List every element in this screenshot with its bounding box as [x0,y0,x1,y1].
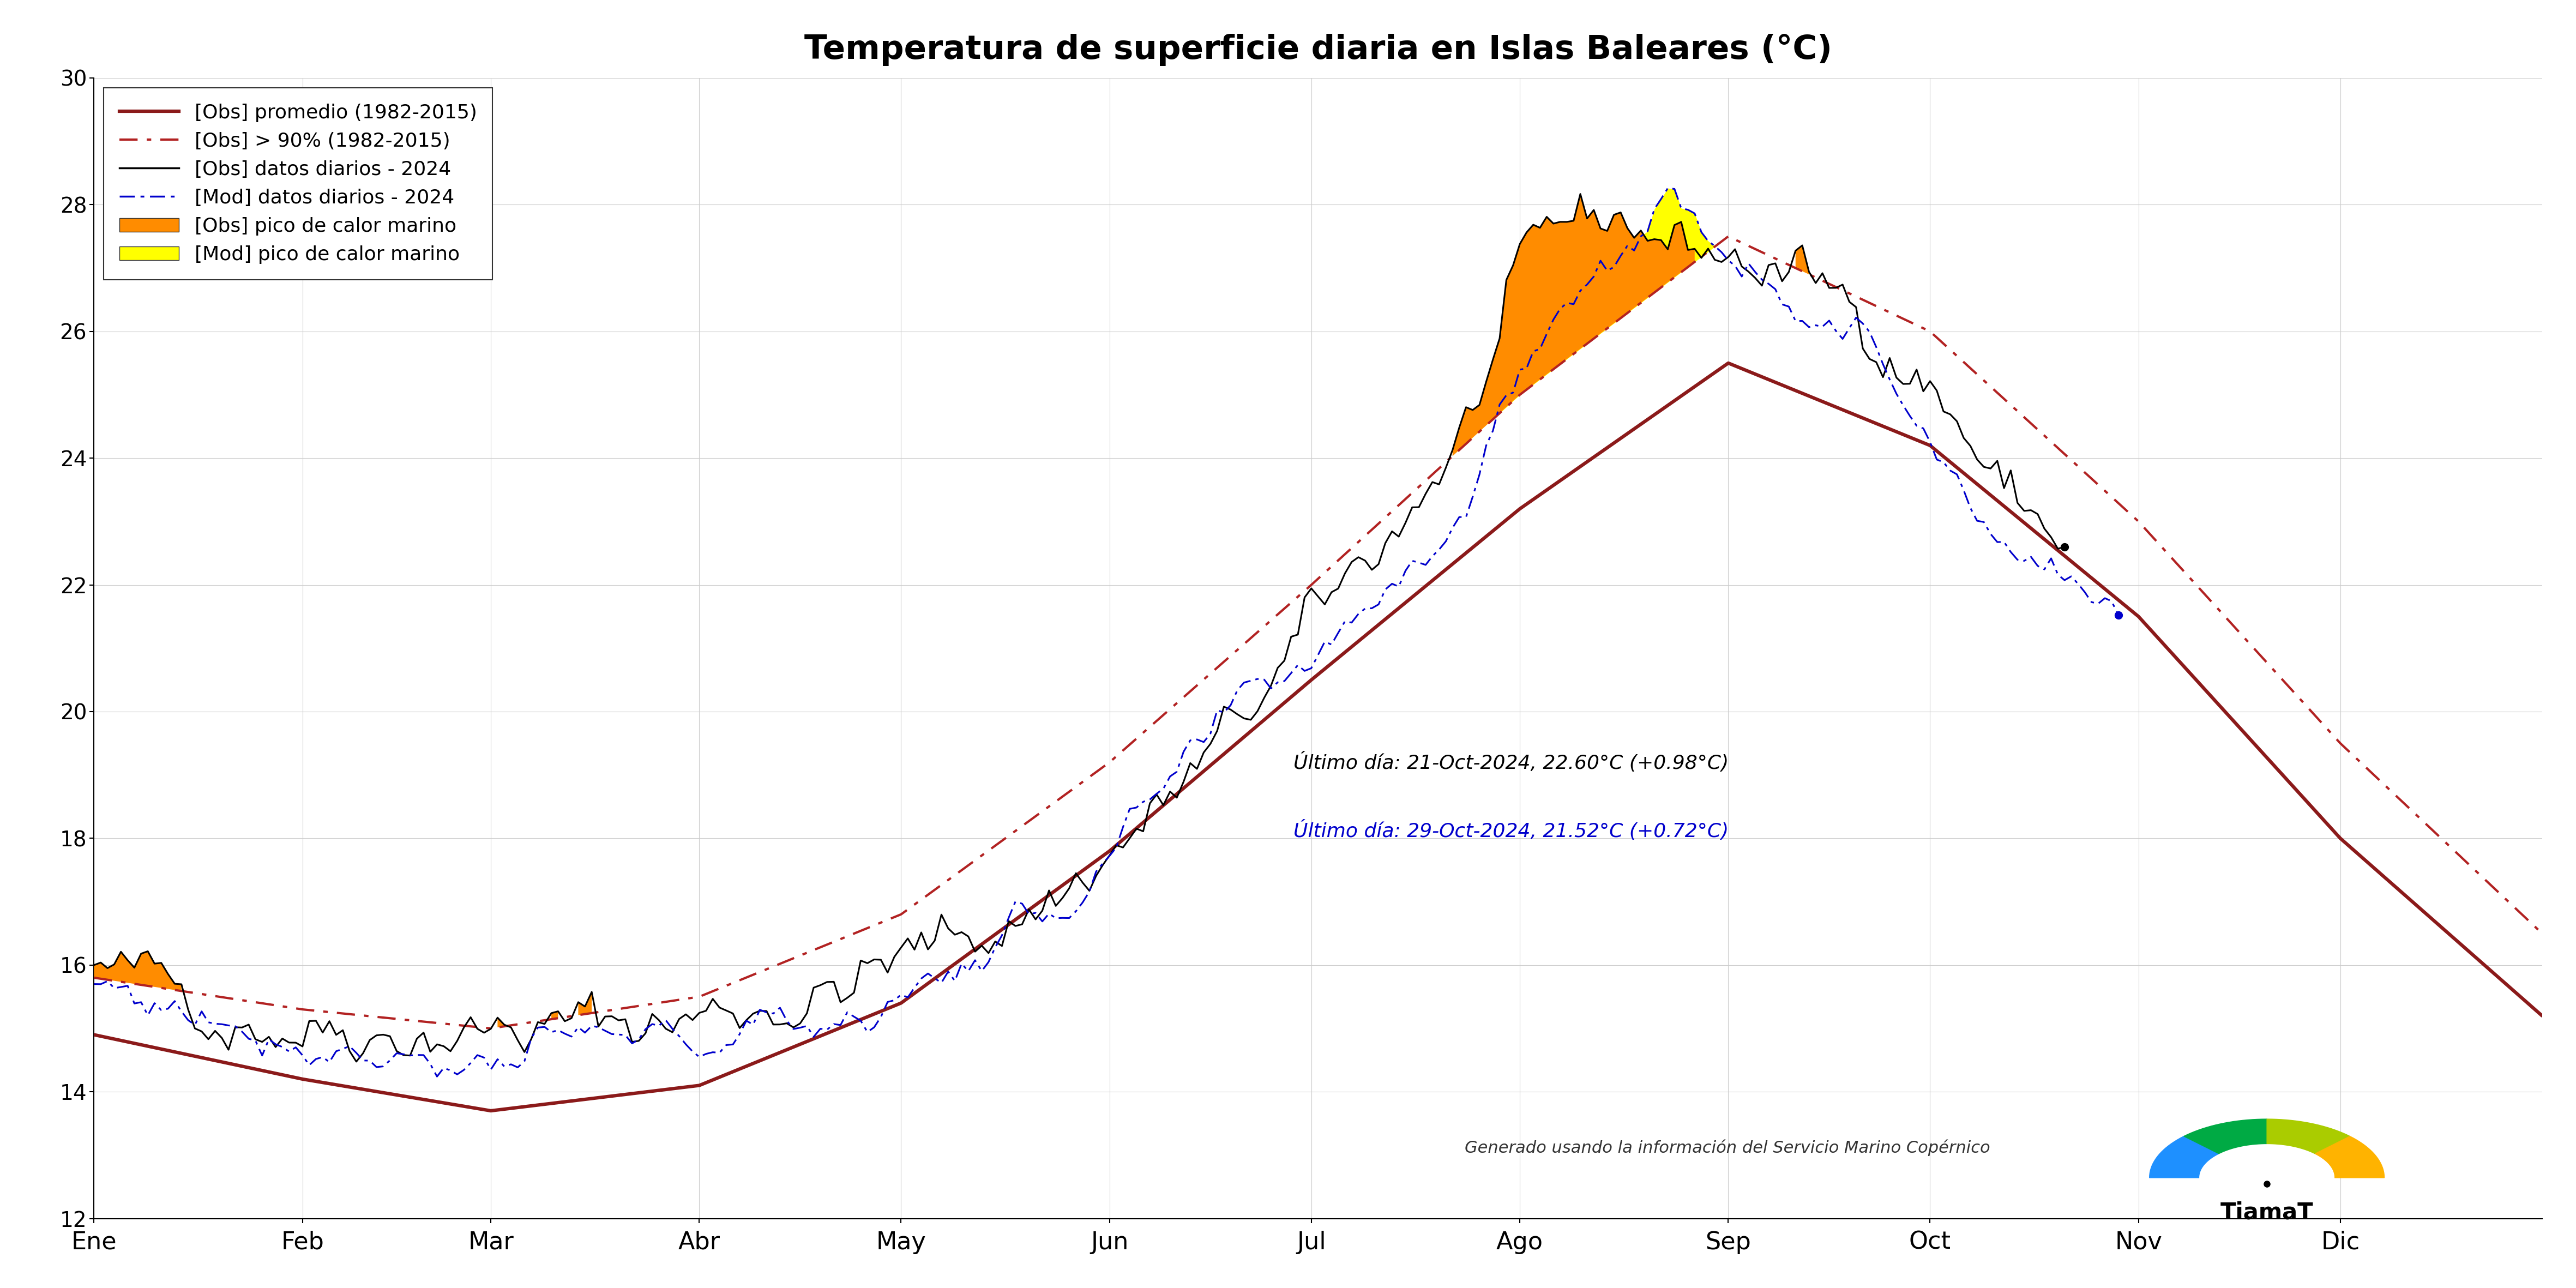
Title: Temperatura de superficie diaria en Islas Baleares (°C): Temperatura de superficie diaria en Isla… [804,33,1832,66]
Text: TiamaT: TiamaT [2221,1202,2313,1224]
Text: Último día: 21-Oct-2024, 22.60°C (+0.98°C): Último día: 21-Oct-2024, 22.60°C (+0.98°… [1293,752,1728,773]
Text: Generado usando la información del Servicio Marino Copérnico: Generado usando la información del Servi… [1466,1139,1991,1155]
Text: Último día: 29-Oct-2024, 21.52°C (+0.72°C): Último día: 29-Oct-2024, 21.52°C (+0.72°… [1293,820,1728,841]
Polygon shape [2316,1136,2385,1177]
Polygon shape [2148,1136,2218,1177]
Polygon shape [2267,1119,2349,1154]
Polygon shape [2184,1119,2267,1154]
Legend: [Obs] promedio (1982-2015), [Obs] > 90% (1982-2015), [Obs] datos diarios - 2024,: [Obs] promedio (1982-2015), [Obs] > 90% … [103,88,492,279]
